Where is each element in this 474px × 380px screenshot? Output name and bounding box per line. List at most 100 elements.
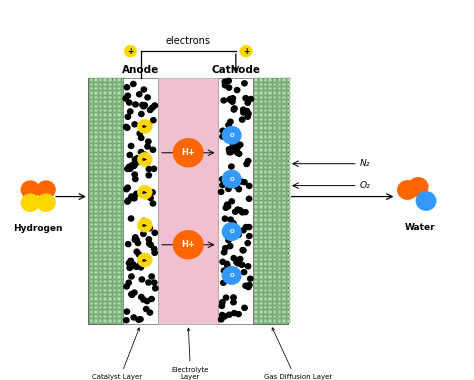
Circle shape [237, 142, 243, 147]
Bar [268, 157, 272, 160]
Bar [118, 236, 121, 239]
Bar [264, 144, 267, 147]
Bar [108, 302, 111, 305]
Bar [118, 127, 121, 130]
Bar [278, 166, 281, 169]
Bar [273, 245, 276, 248]
Bar [94, 293, 98, 296]
Bar [99, 249, 102, 252]
Bar [287, 258, 291, 261]
Bar [118, 280, 121, 283]
Bar [283, 293, 286, 296]
Bar [122, 227, 126, 231]
Bar [264, 302, 267, 305]
Bar [122, 284, 126, 288]
Bar [283, 192, 286, 195]
Bar [268, 236, 272, 239]
Bar [94, 157, 98, 160]
Bar [278, 227, 281, 231]
Bar [283, 302, 286, 305]
Bar [278, 131, 281, 134]
Circle shape [232, 106, 237, 111]
Bar [108, 92, 111, 95]
Circle shape [153, 286, 158, 291]
Bar [259, 127, 263, 130]
Circle shape [146, 237, 152, 242]
Text: O: O [229, 177, 234, 182]
Bar [108, 306, 111, 309]
Circle shape [231, 300, 236, 305]
Bar [283, 315, 286, 318]
Bar [264, 276, 267, 279]
Bar [259, 241, 263, 244]
Bar [273, 319, 276, 323]
Bar [94, 139, 98, 143]
Bar [103, 192, 107, 195]
Bar [113, 162, 116, 165]
Circle shape [246, 196, 252, 201]
Bar [90, 245, 93, 248]
Bar [259, 139, 263, 143]
Bar [113, 87, 116, 90]
Bar [268, 276, 272, 279]
Bar [278, 245, 281, 248]
Bar [113, 227, 116, 231]
Bar [283, 100, 286, 103]
Bar [108, 258, 111, 261]
Bar [268, 175, 272, 178]
Bar [113, 249, 116, 252]
Bar [108, 227, 111, 231]
Bar [259, 218, 263, 222]
Circle shape [237, 256, 243, 261]
Circle shape [132, 237, 137, 242]
Bar [268, 271, 272, 274]
Bar [122, 271, 126, 274]
Bar [278, 201, 281, 204]
Bar [273, 135, 276, 139]
Bar [99, 241, 102, 244]
Circle shape [235, 146, 240, 151]
Bar [99, 179, 102, 182]
Bar [99, 127, 102, 130]
Bar [90, 218, 93, 222]
Bar [103, 249, 107, 252]
Bar [94, 241, 98, 244]
Circle shape [21, 194, 39, 211]
Bar [122, 131, 126, 134]
Bar [90, 232, 93, 235]
Circle shape [125, 114, 130, 119]
Bar [268, 179, 272, 182]
Bar [287, 109, 291, 112]
Bar [118, 175, 121, 178]
Bar [278, 253, 281, 257]
Bar [287, 227, 291, 231]
Bar [287, 196, 291, 200]
Bar [278, 315, 281, 318]
Circle shape [239, 262, 245, 268]
Bar [90, 148, 93, 152]
Bar [103, 310, 107, 314]
Bar [259, 297, 263, 301]
Bar [268, 144, 272, 147]
Bar [264, 122, 267, 125]
Bar [90, 122, 93, 125]
Bar [99, 122, 102, 125]
Circle shape [240, 247, 246, 253]
Bar [113, 319, 116, 323]
Circle shape [235, 207, 240, 212]
Bar [259, 192, 263, 195]
Bar [90, 192, 93, 195]
Bar [123, 78, 158, 324]
Bar [264, 109, 267, 112]
Bar [287, 302, 291, 305]
Text: e-: e- [142, 124, 148, 129]
Bar [255, 184, 258, 187]
Bar [268, 109, 272, 112]
Bar [118, 319, 121, 323]
Bar [90, 153, 93, 156]
Circle shape [240, 210, 245, 215]
Bar [122, 153, 126, 156]
Circle shape [227, 236, 232, 242]
Bar [264, 262, 267, 266]
Circle shape [129, 291, 134, 297]
